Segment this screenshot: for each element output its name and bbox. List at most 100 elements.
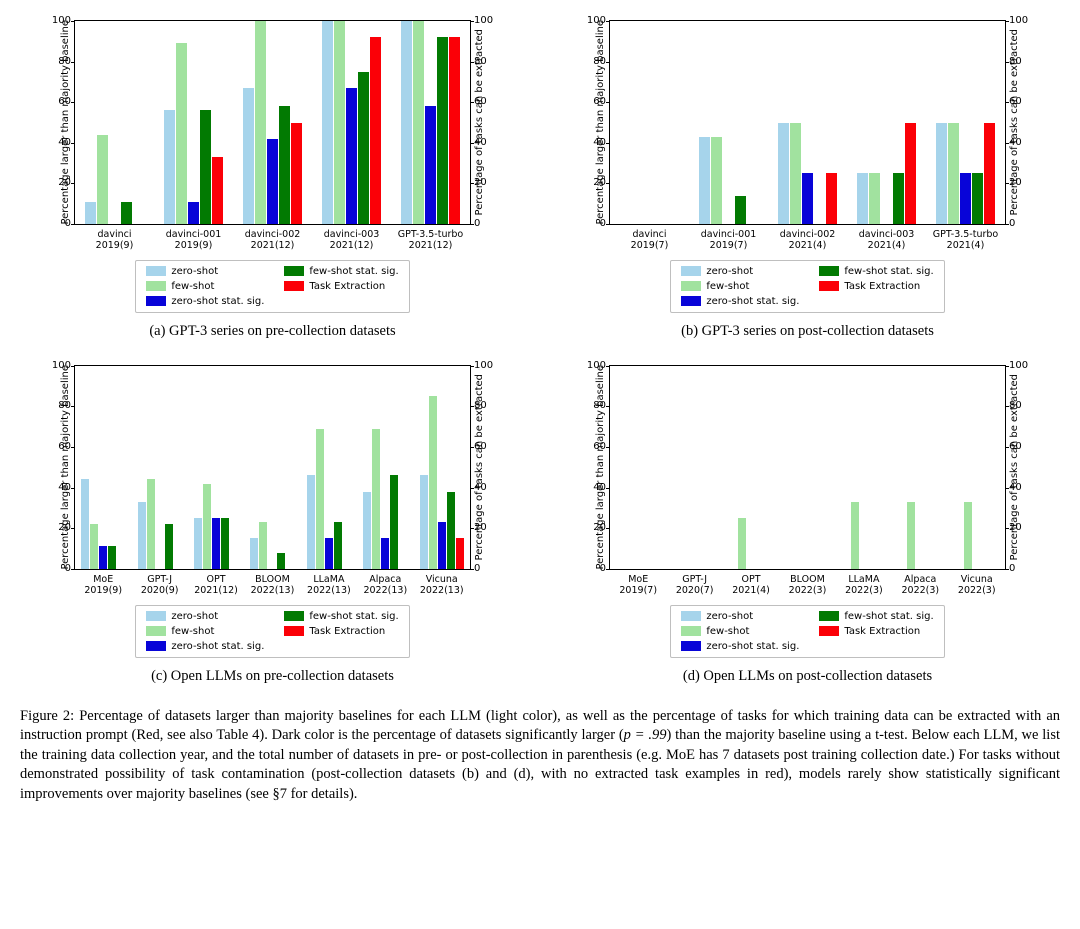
bar-few_shot_sig [108,366,116,569]
subcaption: (b) GPT-3 series on post-collection data… [681,323,934,340]
bar-few_shot [794,366,802,569]
bar-few_shot [632,21,643,224]
axes-box: 002020404060608080100100 [609,365,1006,570]
x-tick-label: MoE2019(9) [75,574,131,597]
bar-zero_shot [243,21,254,224]
bar-few_shot_sig [735,21,746,224]
bar-few_shot [429,366,437,569]
legend-swatch [146,626,166,636]
legend-label: Task Extraction [309,281,385,292]
bar-group [926,21,1005,224]
x-tick-label: davinci-0012019(9) [154,229,233,252]
bar-group [244,366,300,569]
bar-task_extraction [370,21,381,224]
bar-zero_shot [842,366,850,569]
y-axis-left-label: Percentage larger than majority baseline [595,20,606,225]
legend-swatch [681,626,701,636]
x-tick-label: Alpaca2022(3) [892,574,948,597]
bar-task_extraction [212,21,223,224]
legend: zero-shotfew-shot stat. sig.few-shotTask… [135,260,409,313]
legend-swatch [681,641,701,651]
legend-swatch [146,266,166,276]
legend-item-task_extraction: Task Extraction [819,626,933,637]
bar-zero_shot [616,366,624,569]
legend-item-task_extraction: Task Extraction [284,626,398,637]
bar-zero_shot_sig [99,366,107,569]
bar-zero_shot_sig [802,21,813,224]
bar-task_extraction [765,366,773,569]
bar-task_extraction [878,366,886,569]
bar-few_shot_sig [334,366,342,569]
axes-box: 002020404060608080100100 [74,20,471,225]
bar-task_extraction [709,366,717,569]
x-axis-labels: davinci2019(9)davinci-0012019(9)davinci-… [75,229,470,252]
bar-zero_shot [363,366,371,569]
bar-few_shot [413,21,424,224]
bar-few_shot [176,21,187,224]
legend-swatch [146,281,166,291]
bar-zero_shot_sig [691,366,699,569]
bar-few_shot [372,366,380,569]
x-tick-label: LLaMA2022(13) [301,574,357,597]
bar-few_shot [964,366,972,569]
bar-few_shot_sig [358,21,369,224]
legend-item-zero_shot_sig: zero-shot stat. sig. [681,296,799,307]
y-axis-left-label: Percentage larger than majority baseline [60,20,71,225]
legend-swatch [284,626,304,636]
bar-zero_shot [955,366,963,569]
x-tick-label: OPT2021(12) [188,574,244,597]
bar-few_shot [948,21,959,224]
y-axis-right-label: Percentage of tasks can be extracted [1009,29,1020,215]
legend-swatch [681,296,701,306]
x-tick-label: Vicuna2022(13) [414,574,470,597]
y-axis-right-label: Percentage of tasks can be extracted [474,29,485,215]
bar-task_extraction [449,21,460,224]
bar-group [414,366,470,569]
bar-few_shot [259,366,267,569]
legend-item-few_shot_sig: few-shot stat. sig. [284,611,398,622]
panel-c: Percentage larger than majority baseline… [20,365,525,685]
bar-group [779,366,835,569]
caption-prefix: Figure 2: [20,708,79,724]
legend-label: zero-shot stat. sig. [706,296,799,307]
y-axis-right-label: Percentage of tasks can be extracted [1009,374,1020,560]
bar-task_extraction [668,21,679,224]
bar-group [666,366,722,569]
bar-few_shot [738,366,746,569]
bar-zero_shot [699,21,710,224]
bar-few_shot [851,366,859,569]
bar-group [391,21,470,224]
x-tick-label: BLOOM2022(13) [244,574,300,597]
bar-zero_shot_sig [973,366,981,569]
axes-box: 002020404060608080100100 [609,20,1006,225]
bar-group [847,21,926,224]
bar-task_extraction [133,21,144,224]
x-tick-label: MoE2019(7) [610,574,666,597]
bar-group [836,366,892,569]
bar-few_shot [255,21,266,224]
bar-few_shot_sig [221,366,229,569]
legend-swatch [819,266,839,276]
legend-item-few_shot: few-shot [146,626,264,637]
bar-group [610,21,689,224]
bar-zero_shot_sig [747,366,755,569]
legend-item-zero_shot: zero-shot [146,611,264,622]
x-axis-labels: MoE2019(7)GPT-J2020(7)OPT2021(4)BLOOM202… [610,574,1005,597]
legend-item-zero_shot: zero-shot [681,266,799,277]
figure-caption: Figure 2: Percentage of datasets larger … [20,707,1060,805]
bar-zero_shot_sig [425,21,436,224]
bar-zero_shot [307,366,315,569]
bar-few_shot_sig [279,21,290,224]
x-tick-label: davinci-0022021(12) [233,229,312,252]
bar-task_extraction [821,366,829,569]
legend-swatch [681,281,701,291]
legend-label: zero-shot [171,266,218,277]
x-tick-label: davinci2019(7) [610,229,689,252]
figure-grid: Percentage larger than majority baseline… [20,20,1060,685]
legend-item-task_extraction: Task Extraction [284,281,398,292]
bar-zero_shot [194,366,202,569]
panel-d: Percentage larger than majority baseline… [555,365,1060,685]
bar-few_shot_sig [121,21,132,224]
bar-group [188,366,244,569]
legend-item-few_shot_sig: few-shot stat. sig. [819,611,933,622]
